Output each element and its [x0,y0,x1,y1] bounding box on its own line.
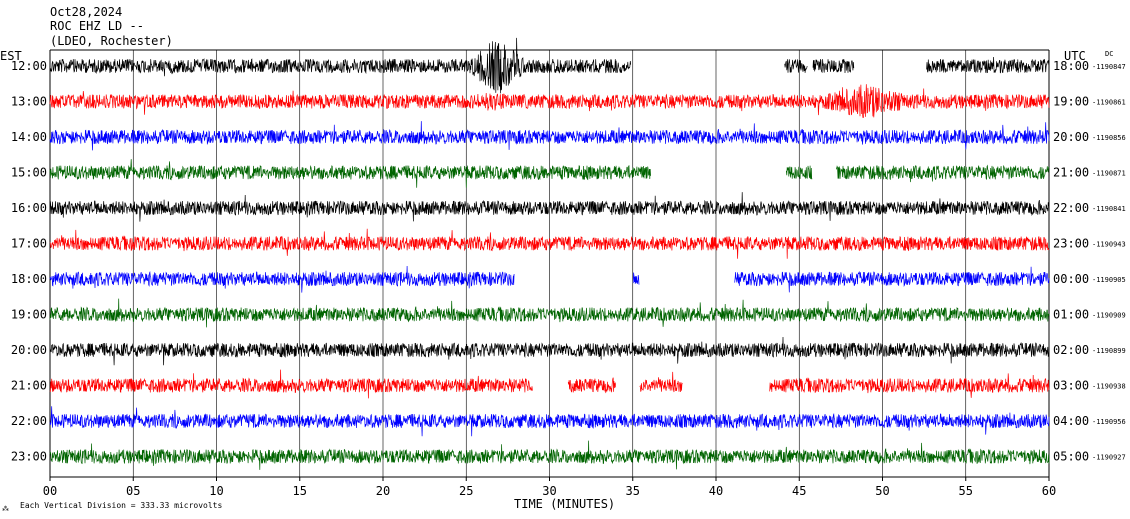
dc-offset-label: -1190927 [1092,454,1126,462]
date-label: Oct28,2024 [50,5,122,19]
trace-line [49,37,1050,94]
x-tick-labels: 00 05 10 15 20 25 30 35 40 45 50 55 60 [43,477,1056,498]
corner-mark: ⁂ [2,505,9,513]
trace-line [49,84,1050,118]
est-hour-label: 20:00 [11,343,47,357]
trace-line [49,228,1050,259]
utc-hour-label: 05:00 [1053,450,1089,464]
dc-offset-label: -1190905 [1092,276,1126,284]
utc-hour-label: 19:00 [1053,95,1089,109]
trace-line [49,121,1050,151]
utc-hour-label: 03:00 [1053,379,1089,393]
x-tick-label: 30 [542,484,556,498]
utc-hour-labels: 18:00 -1190847 19:00 -1190861 20:00 -1190856 2… [1053,59,1126,464]
dc-offset-label: -1190856 [1092,134,1126,142]
x-tick-label: 45 [792,484,806,498]
x-tick-label: 25 [459,484,473,498]
dc-offset-label: -1190938 [1092,383,1126,391]
trace-line [49,265,1050,293]
utc-hour-label: 22:00 [1053,201,1089,215]
x-tick-label: 60 [1042,484,1056,498]
x-tick-label: 15 [293,484,307,498]
dc-offset-label: -1190956 [1092,418,1126,426]
x-tick-label: 05 [126,484,140,498]
dc-offset-label: -1190841 [1092,205,1126,213]
minute-grid [132,50,967,477]
utc-hour-label: 04:00 [1053,414,1089,428]
dc-offset-label: -1190861 [1092,99,1126,107]
station-label: ROC EHZ LD -- [50,19,144,33]
dc-label: DC [1105,50,1113,58]
est-hour-label: 21:00 [11,379,47,393]
utc-hour-label: 00:00 [1053,272,1089,286]
trace-line [49,298,1050,328]
utc-hour-label: 23:00 [1053,237,1089,251]
utc-hour-label: 01:00 [1053,308,1089,322]
est-hour-labels: 12:00 13:00 14:00 15:00 16:00 17:00 18:00 19:00… [11,59,47,464]
trace-line [49,159,1050,188]
est-hour-label: 17:00 [11,237,47,251]
est-hour-label: 13:00 [11,95,47,109]
x-axis-title: TIME (MINUTES) [514,497,615,511]
x-tick-label: 55 [959,484,973,498]
dc-offset-label: -1190943 [1092,241,1126,249]
utc-hour-label: 20:00 [1053,130,1089,144]
dc-offset-label: -1190899 [1092,347,1126,355]
est-hour-label: 18:00 [11,272,47,286]
trace-group [49,37,1050,470]
dc-offset-label: -1190871 [1092,170,1126,178]
trace-line [49,440,1050,470]
x-tick-label: 35 [626,484,640,498]
left-zone-label: EST [0,49,22,63]
dc-offset-label: -1190847 [1092,63,1126,71]
dc-offset-label: -1190909 [1092,312,1126,320]
trace-line [49,369,1050,399]
est-hour-label: 19:00 [11,308,47,322]
est-hour-label: 16:00 [11,201,47,215]
est-hour-label: 23:00 [11,450,47,464]
x-tick-label: 50 [875,484,889,498]
est-hour-label: 15:00 [11,166,47,180]
x-tick-label: 20 [376,484,390,498]
est-hour-label: 22:00 [11,414,47,428]
trace-line [49,406,1050,437]
est-hour-label: 14:00 [11,130,47,144]
x-tick-label: 40 [709,484,723,498]
utc-hour-label: 02:00 [1053,343,1089,357]
x-tick-label: 10 [209,484,223,498]
network-label: (LDEO, Rochester) [50,34,173,48]
est-hour-label: 12:00 [11,59,47,73]
utc-hour-label: 18:00 [1053,59,1089,73]
scale-note: Each Vertical Division = 333.33 microvol… [20,501,222,510]
trace-line [49,192,1050,222]
utc-hour-label: 21:00 [1053,166,1089,180]
trace-line [49,336,1050,366]
x-tick-label: 00 [43,484,57,498]
right-zone-label: UTC [1064,49,1086,63]
